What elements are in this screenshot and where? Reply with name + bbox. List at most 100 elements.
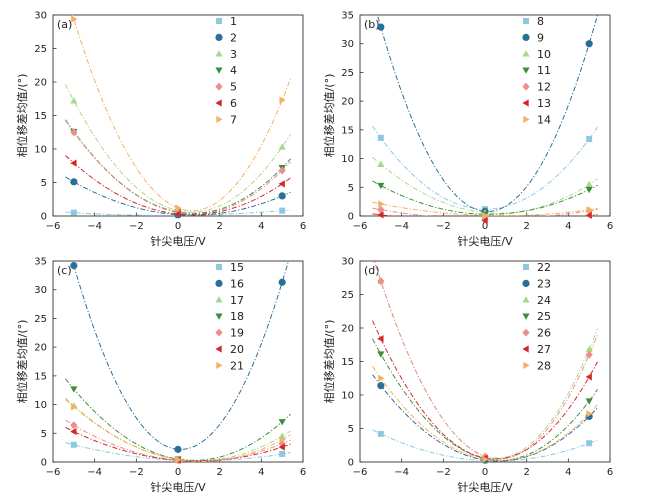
x-tick-label: 6: [607, 467, 613, 478]
fit-curve-19: [65, 419, 291, 462]
fit-curve-20: [65, 427, 291, 462]
y-tick-label: 10: [34, 145, 47, 156]
fit-curve-8: [372, 125, 598, 210]
chart-panel-1: −6 −4 −2 0 2 4 6051015202530针尖电压/V相位移差均值/(°)(a…: [15, 11, 306, 249]
data-point-20: [278, 443, 285, 451]
y-tick-label: 30: [34, 285, 47, 296]
x-tick-label: 4: [565, 467, 571, 478]
x-tick-label: 0: [482, 467, 488, 478]
data-point-16: [70, 261, 78, 270]
data-point-27: [377, 335, 384, 343]
data-point-28: [378, 374, 385, 382]
legend-label-20: 20: [230, 343, 244, 356]
x-axis-label: 针尖电压/V: [150, 480, 206, 494]
data-point-14: [586, 206, 593, 214]
legend-marker-7: [216, 115, 223, 123]
data-point-9: [585, 40, 593, 48]
legend-label-9: 9: [537, 31, 544, 44]
fit-curve-26: [373, 261, 598, 460]
legend-marker-14: [523, 115, 530, 123]
fit-curve-12: [372, 207, 598, 216]
legend-marker-22: [523, 264, 529, 270]
legend-label-12: 12: [537, 81, 551, 94]
fit-curves: [372, 15, 598, 216]
y-tick-label: 30: [341, 257, 354, 268]
legend-marker-18: [215, 313, 223, 320]
legend-marker-17: [215, 296, 223, 303]
legend-marker-6: [215, 99, 222, 107]
fit-curve-3: [65, 84, 291, 213]
chart-panel-4: −6 −4 −2 0 2 4 6051015202530针尖电压/V相位移差均值/(°)(d…: [322, 257, 613, 495]
x-tick-label: −4: [394, 467, 409, 478]
legend-label-22: 22: [537, 261, 551, 274]
data-point-6: [174, 210, 181, 218]
legend-label-14: 14: [537, 113, 551, 126]
legend-marker-20: [215, 345, 222, 353]
legend-marker-15: [216, 264, 222, 270]
x-tick-label: 6: [607, 221, 613, 232]
fit-curve-4: [65, 119, 291, 214]
legend-marker-10: [522, 50, 530, 57]
y-tick-label: 20: [34, 78, 47, 89]
y-tick-label: 10: [341, 154, 354, 165]
y-tick-label: 0: [348, 458, 354, 469]
fit-curve-16: [71, 261, 289, 450]
panel-label: (d): [364, 264, 380, 277]
y-tick-label: 5: [41, 178, 47, 189]
data-point-13: [481, 216, 488, 225]
data-point-24: [585, 345, 593, 353]
legend-marker-28: [523, 361, 530, 369]
fit-curve-6: [65, 155, 291, 216]
data-point-22: [377, 430, 384, 437]
data-point-18: [70, 386, 78, 393]
legend-label-4: 4: [230, 64, 237, 77]
data-points: [377, 23, 593, 225]
x-tick-label: −4: [394, 221, 409, 232]
panel-label: (c): [57, 264, 72, 277]
fit-curve-11: [372, 180, 598, 215]
data-point-1: [279, 207, 286, 214]
data-point-25: [585, 398, 593, 405]
y-tick-label: 25: [34, 314, 47, 325]
y-axis-label: 相位移差均值/(°): [322, 320, 336, 404]
data-point-19: [70, 421, 78, 430]
legend-marker-27: [522, 345, 529, 353]
x-tick-label: 2: [216, 221, 222, 232]
data-point-26: [585, 350, 593, 359]
x-tick-label: −2: [436, 221, 451, 232]
data-point-6: [70, 159, 77, 167]
legend-label-19: 19: [230, 327, 244, 340]
x-tick-label: −6: [46, 221, 61, 232]
data-point-1: [70, 209, 77, 216]
fit-curve-28: [372, 366, 598, 462]
data-point-28: [586, 410, 593, 418]
fit-curves: [65, 15, 291, 216]
fit-curve-10: [372, 156, 598, 214]
legend-marker-21: [216, 361, 223, 369]
data-point-5: [278, 166, 286, 175]
legend-label-8: 8: [537, 15, 544, 28]
legend-marker-3: [215, 50, 223, 57]
x-tick-label: −4: [87, 467, 102, 478]
x-tick-label: 0: [482, 221, 488, 232]
legend-marker-25: [522, 313, 530, 320]
y-axis-label: 相位移差均值/(°): [322, 74, 336, 158]
legend-label-21: 21: [230, 359, 244, 372]
x-tick-label: 2: [216, 467, 222, 478]
data-point-10: [585, 180, 593, 188]
data-point-12: [377, 205, 385, 214]
data-point-3: [278, 143, 286, 150]
data-point-9: [377, 23, 385, 31]
data-point-11: [585, 186, 593, 194]
chart-panel-2: −6 −4 −2 0 2 4 6 0 5 10 15 20 25 30 35 针尖电压/V 相位移差均值/(°)…: [322, 11, 613, 249]
chart-panel-3: −6 −4 −2 0 2 4 6 0 5 10 15 20 25 30 35 针尖电压/V 相位移差均值/(°)…: [15, 257, 306, 495]
data-point-6: [278, 180, 285, 188]
legend-label-6: 6: [230, 97, 237, 110]
legend-marker-26: [522, 328, 530, 337]
legend-label-24: 24: [537, 294, 551, 307]
x-tick-label: −6: [353, 221, 368, 232]
x-tick-label: −2: [129, 221, 144, 232]
y-tick-label: 5: [348, 183, 354, 194]
x-tick-label: 2: [523, 221, 529, 232]
